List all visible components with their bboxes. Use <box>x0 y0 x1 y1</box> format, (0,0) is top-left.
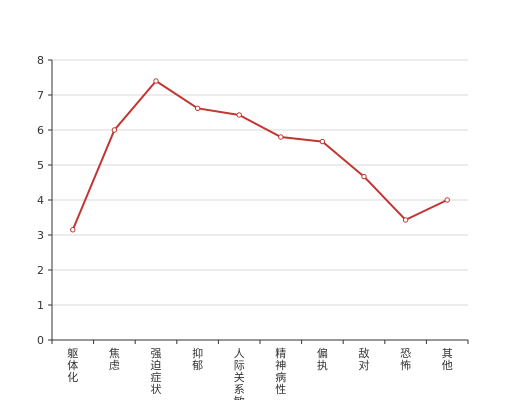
data-point[interactable] <box>278 134 284 140</box>
series <box>71 80 448 231</box>
x-tick-label: 抑郁 <box>192 346 203 372</box>
axes <box>48 59 469 344</box>
x-tick-label: 敌对 <box>359 346 370 372</box>
y-tick-label: 7 <box>37 89 44 102</box>
y-tick-label: 4 <box>37 194 44 207</box>
data-point[interactable] <box>402 217 409 223</box>
series-line-0 <box>71 80 448 231</box>
data-point[interactable] <box>236 112 242 118</box>
x-tick-label: 焦虑 <box>109 347 120 372</box>
y-tick-label: 8 <box>37 54 44 67</box>
x-axis-tick-labels: 躯体化 焦虑 强迫症状 抑郁 人际关系敏感 精神病性 偏执 敌对 恐怖 其他 <box>67 346 453 404</box>
data-point[interactable] <box>319 138 326 145</box>
y-axis-tick-labels: 0 1 2 3 4 5 6 7 8 <box>37 54 44 347</box>
y-tick-label: 1 <box>37 299 44 312</box>
y-tick-label: 3 <box>37 229 44 242</box>
x-tick-label: 躯体化 <box>67 347 78 384</box>
data-point[interactable] <box>153 78 159 84</box>
y-tick-label: 2 <box>37 264 44 277</box>
y-tick-label: 5 <box>37 159 44 172</box>
grid-lines <box>52 59 468 306</box>
x-tick-label: 人际关系敏感 <box>234 347 245 400</box>
y-tick-label: 0 <box>37 334 44 347</box>
x-tick-label: 其他 <box>442 347 453 372</box>
data-point[interactable] <box>361 173 367 180</box>
data-point[interactable] <box>111 127 118 133</box>
x-tick-label: 强迫症状 <box>151 347 162 396</box>
x-tick-label: 精神病性 <box>275 347 286 396</box>
x-tick-label: 恐怖 <box>400 347 411 372</box>
y-tick-label: 6 <box>37 124 44 137</box>
data-point[interactable] <box>70 227 76 233</box>
x-tick-label: 偏执 <box>317 346 328 372</box>
data-point[interactable] <box>194 105 201 112</box>
data-points <box>70 78 450 233</box>
data-point[interactable] <box>444 197 450 203</box>
